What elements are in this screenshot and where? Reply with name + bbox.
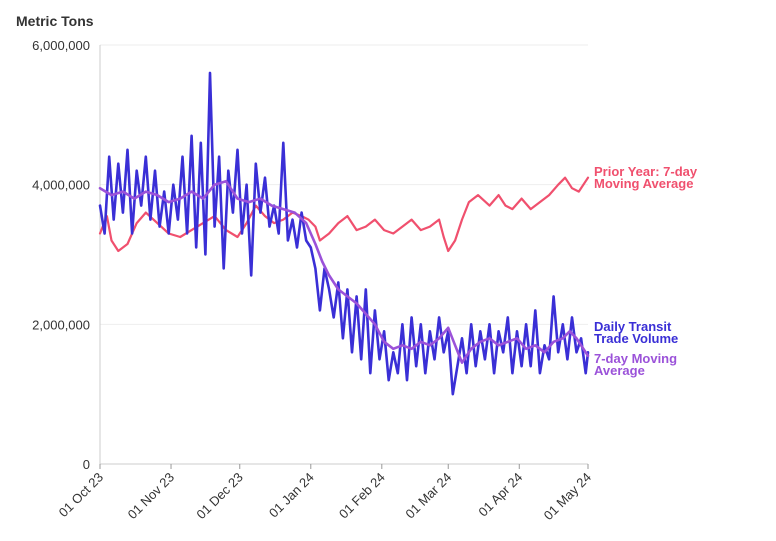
x-axis-ticks: 01 Oct 23 01 Nov 23 01 Dec 23 01 Jan 24 01 F… xyxy=(56,464,594,523)
gridlines xyxy=(99,44,588,465)
x-tick-label: 01 Nov 23 xyxy=(125,470,178,523)
y-axis-ticks: 0 2,000,000 4,000,000 6,000,000 xyxy=(32,38,90,472)
y-tick-label: 2,000,000 xyxy=(32,317,90,332)
series-line-1 xyxy=(98,71,590,396)
series-line-0 xyxy=(98,176,590,253)
y-tick-label: 4,000,000 xyxy=(32,178,90,193)
series-lines xyxy=(98,71,590,396)
x-tick-label: 01 Feb 24 xyxy=(336,470,388,522)
series-label: Trade Volume xyxy=(594,331,678,346)
y-tick-label: 0 xyxy=(83,457,90,472)
x-tick-label: 01 May 24 xyxy=(541,470,595,524)
x-tick-label: 01 Oct 23 xyxy=(56,470,106,520)
series-line-2 xyxy=(98,179,590,364)
series-label: Moving Average xyxy=(594,176,693,191)
x-tick-label: 01 Apr 24 xyxy=(475,470,525,520)
y-axis-title: Metric Tons xyxy=(16,13,94,29)
y-tick-label: 6,000,000 xyxy=(32,38,90,53)
x-tick-label: 01 Jan 24 xyxy=(266,470,317,521)
series-label: Average xyxy=(594,363,645,378)
series-label: Daily Transit xyxy=(594,319,672,334)
x-tick-label: 01 Dec 23 xyxy=(193,470,246,523)
series-label: 7-day Moving xyxy=(594,351,677,366)
series-label: Prior Year: 7-day xyxy=(594,164,698,179)
x-tick-label: 01 Mar 24 xyxy=(402,470,454,522)
